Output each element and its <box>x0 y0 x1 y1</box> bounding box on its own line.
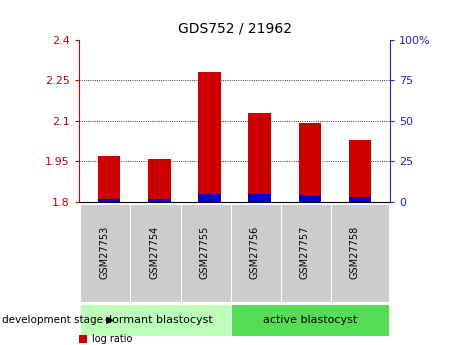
Bar <box>98 199 120 202</box>
Text: log ratio: log ratio <box>92 334 132 344</box>
Bar <box>249 194 271 202</box>
Bar <box>198 194 221 202</box>
Bar <box>299 195 321 202</box>
Text: development stage ▶: development stage ▶ <box>2 315 115 325</box>
Bar <box>249 112 271 202</box>
Title: GDS752 / 21962: GDS752 / 21962 <box>178 22 291 36</box>
Bar <box>98 156 120 202</box>
Text: GSM27756: GSM27756 <box>249 226 260 279</box>
Bar <box>349 140 371 202</box>
Text: active blastocyst: active blastocyst <box>262 315 357 325</box>
Text: GSM27757: GSM27757 <box>300 226 310 279</box>
Bar <box>148 199 170 202</box>
Bar <box>198 72 221 202</box>
Text: GSM27755: GSM27755 <box>199 226 209 279</box>
Bar <box>299 124 321 202</box>
Text: GSM27753: GSM27753 <box>99 226 109 279</box>
Text: GSM27758: GSM27758 <box>350 226 360 279</box>
Text: GSM27754: GSM27754 <box>149 226 159 279</box>
Text: dormant blastocyst: dormant blastocyst <box>106 315 213 325</box>
Bar <box>349 197 371 202</box>
Bar <box>148 159 170 202</box>
